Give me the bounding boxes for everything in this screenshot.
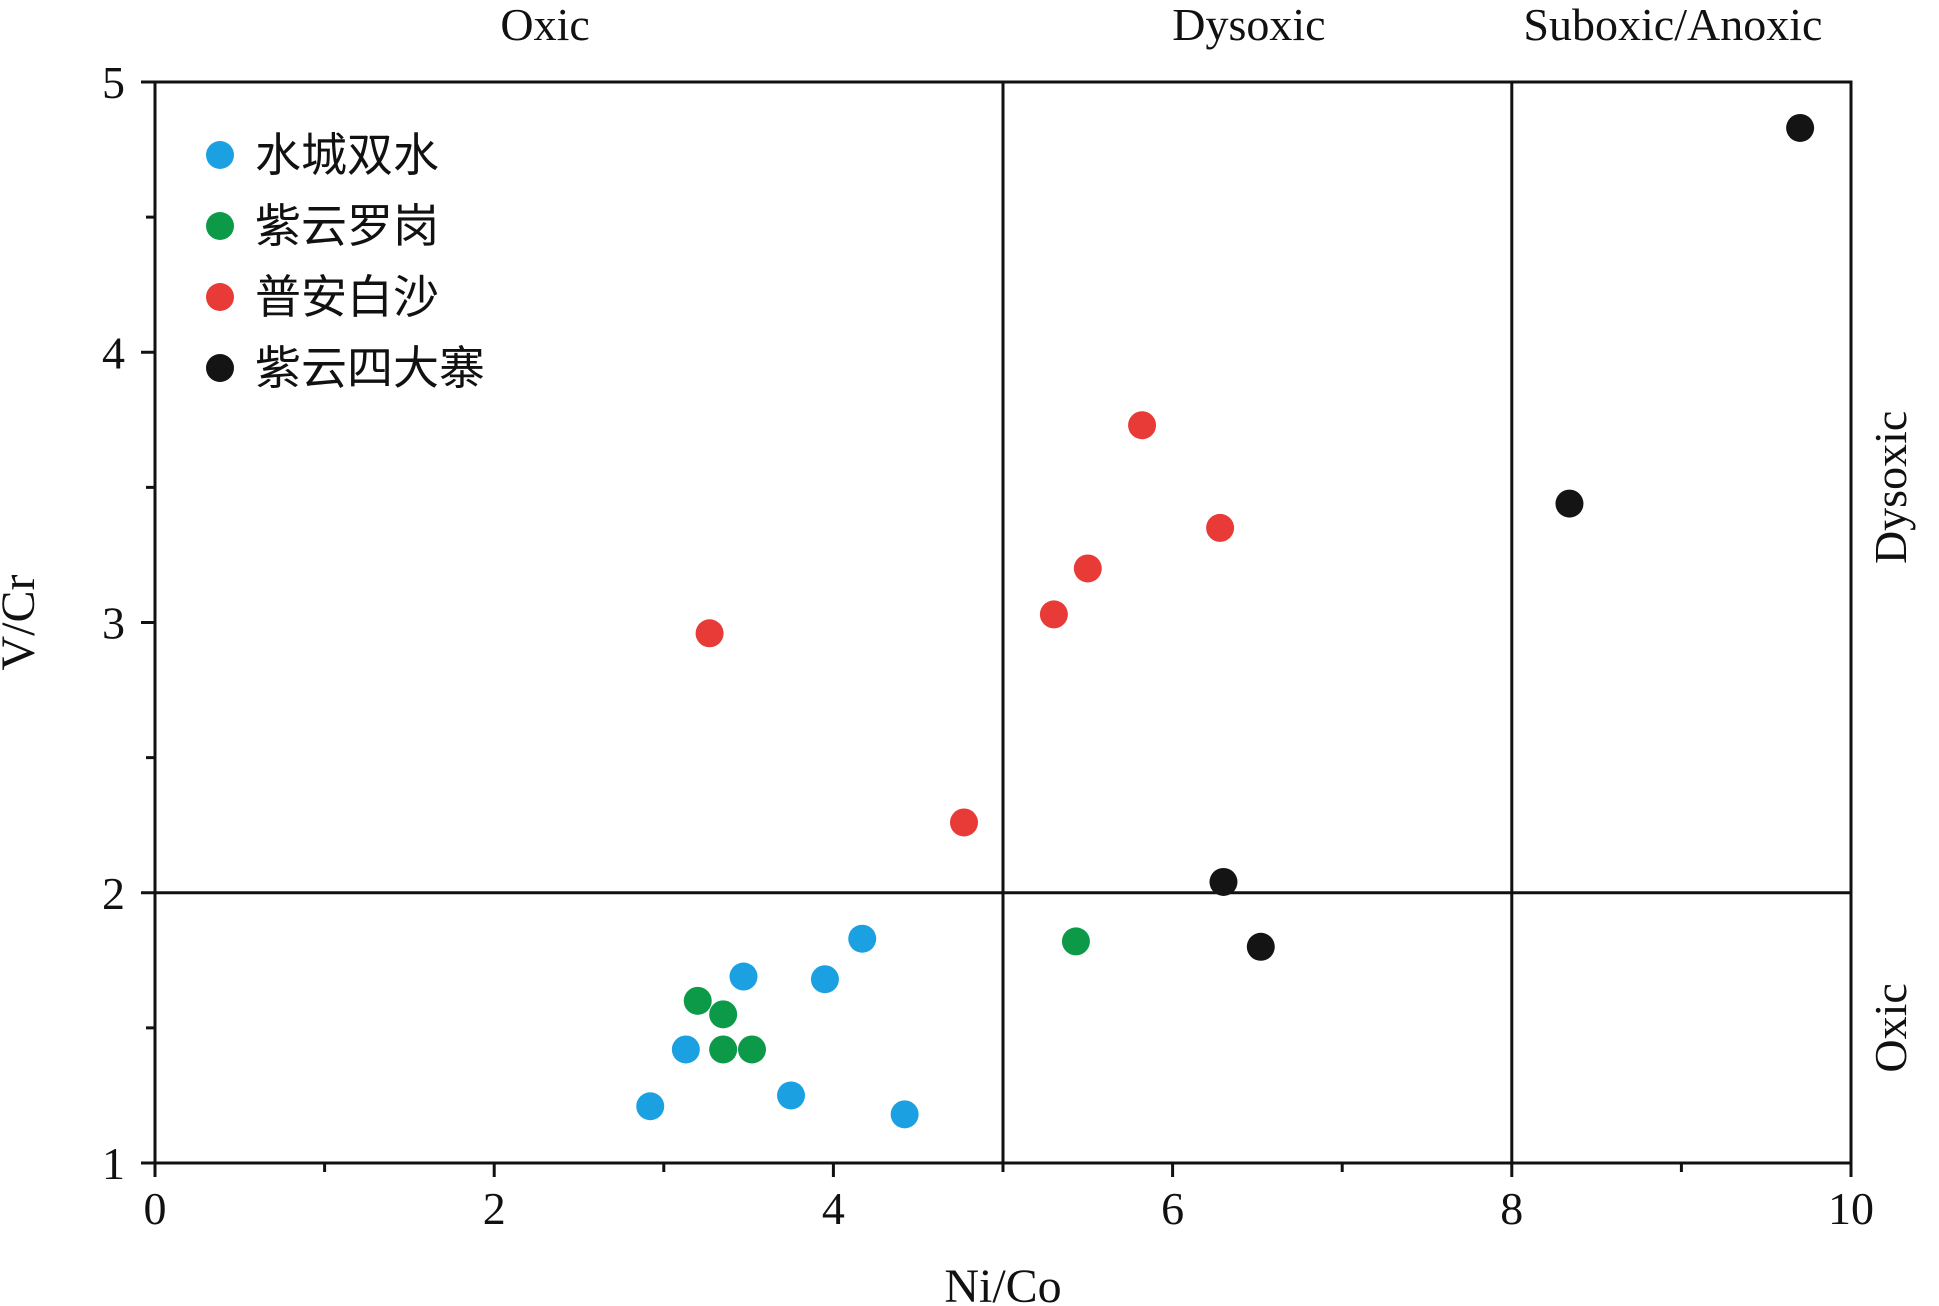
x-tick-label: 0 <box>144 1183 167 1234</box>
data-point <box>683 986 712 1015</box>
series-1 <box>636 924 919 1129</box>
x-tick-label: 10 <box>1828 1183 1874 1234</box>
x-tick-label: 4 <box>822 1183 845 1234</box>
legend-marker <box>206 354 234 382</box>
series-4 <box>1209 113 1815 961</box>
y-tick-label: 1 <box>102 1138 125 1189</box>
legend-marker <box>206 283 234 311</box>
y-tick-label: 4 <box>102 327 125 378</box>
data-point <box>1039 600 1068 629</box>
data-point <box>695 619 724 648</box>
legend-marker <box>206 212 234 240</box>
data-point <box>777 1081 805 1110</box>
zone-label-right: Dysoxic <box>1865 411 1916 564</box>
data-point <box>671 1035 700 1064</box>
y-tick-label: 3 <box>102 598 125 649</box>
data-point <box>729 962 758 991</box>
series-2 <box>683 927 1090 1064</box>
series-3 <box>695 411 1235 837</box>
zone-boundaries <box>155 82 1851 1163</box>
data-point <box>890 1100 919 1129</box>
data-point <box>1555 489 1584 518</box>
legend-label: 水城双水 <box>255 128 439 182</box>
x-tick-label: 8 <box>1500 1183 1523 1234</box>
legend-label: 普安白沙 <box>255 270 439 324</box>
y-tick-label: 2 <box>102 868 125 919</box>
zone-label-top: Oxic <box>500 0 589 50</box>
legend-label: 紫云四大寨 <box>255 341 485 395</box>
x-tick-label: 6 <box>1161 1183 1184 1234</box>
data-point <box>1206 513 1235 542</box>
data-point <box>1246 932 1275 961</box>
zone-labels: Oxic Dysoxic Suboxic/Anoxic Dysoxic Oxic <box>500 0 1916 1073</box>
data-point <box>1209 867 1238 896</box>
y-tick-label: 5 <box>102 57 125 108</box>
data-point <box>709 1000 738 1029</box>
legend-marker <box>206 141 234 169</box>
legend-label: 紫云罗岗 <box>255 199 439 253</box>
x-axis-title: Ni/Co <box>944 1260 1061 1306</box>
data-point <box>810 965 839 994</box>
data-point <box>848 924 877 953</box>
data-point <box>1786 113 1815 142</box>
zone-label-top: Suboxic/Anoxic <box>1523 0 1822 50</box>
zone-label-right: Oxic <box>1865 983 1916 1072</box>
data-point <box>1061 927 1090 956</box>
data-point <box>1073 554 1102 583</box>
data-point <box>1128 411 1157 440</box>
data-point <box>636 1092 665 1121</box>
data-point <box>737 1035 766 1064</box>
y-axis-title: V/Cr <box>0 574 45 670</box>
data-point <box>709 1035 738 1064</box>
zone-label-top: Dysoxic <box>1172 0 1325 50</box>
data-points <box>636 113 1815 1129</box>
x-tick-label: 2 <box>483 1183 506 1234</box>
data-point <box>949 808 978 837</box>
